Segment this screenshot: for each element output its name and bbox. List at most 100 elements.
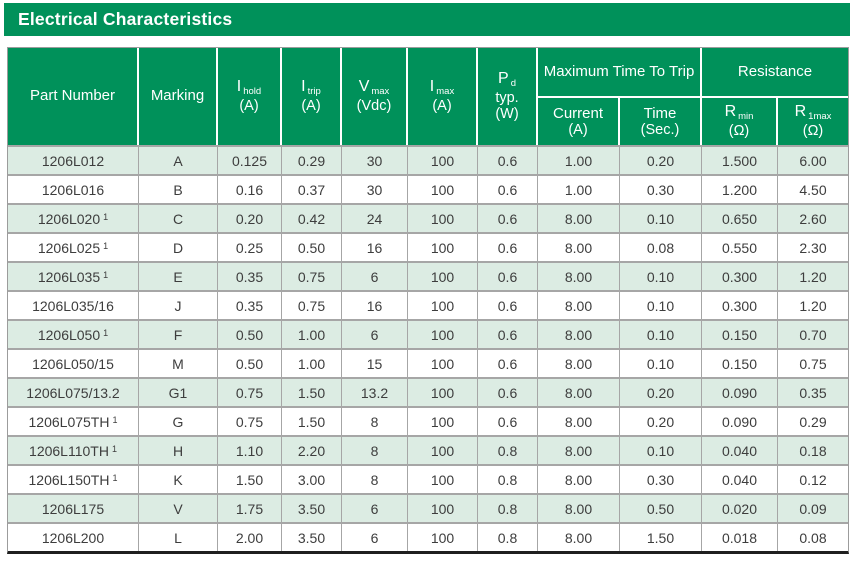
cell-marking: C — [139, 203, 218, 232]
cell-r1max: 0.35 — [778, 377, 849, 406]
cell-vmax: 30 — [342, 174, 408, 203]
cell-marking: M — [139, 348, 218, 377]
cell-imax: 100 — [408, 348, 478, 377]
cell-part: 1206L025 1 — [8, 232, 139, 261]
cell-ihold: 0.50 — [218, 348, 282, 377]
cell-current: 8.00 — [538, 493, 620, 522]
cell-current: 8.00 — [538, 232, 620, 261]
cell-ihold: 0.35 — [218, 290, 282, 319]
imax-unit: (A) — [432, 98, 452, 115]
table-row: 1206L012 A 0.125 0.29 30 100 0.6 1.00 0.20 1.500 6… — [8, 145, 849, 174]
cell-part: 1206L020 1 — [8, 203, 139, 232]
cell-vmax: 30 — [342, 145, 408, 174]
cell-marking: L — [139, 522, 218, 551]
cell-rmin: 0.300 — [702, 261, 778, 290]
table-row: 1206L025 1 D 0.25 0.50 16 100 0.6 8.00 0.08 0.550 2… — [8, 232, 849, 261]
cell-part: 1206L016 — [8, 174, 139, 203]
cell-vmax: 6 — [342, 261, 408, 290]
cell-rmin: 0.040 — [702, 435, 778, 464]
cell-rmin: 1.500 — [702, 145, 778, 174]
table-row: 1206L050/15 M 0.50 1.00 15 100 0.6 8.00 0.10 0.15… — [8, 348, 849, 377]
cell-pd: 0.6 — [478, 319, 538, 348]
cell-vmax: 8 — [342, 435, 408, 464]
cell-r1max: 2.30 — [778, 232, 849, 261]
cell-vmax: 24 — [342, 203, 408, 232]
cell-itrip: 3.00 — [282, 464, 342, 493]
cell-pd: 0.6 — [478, 232, 538, 261]
cell-imax: 100 — [408, 522, 478, 551]
cell-imax: 100 — [408, 261, 478, 290]
cell-pd: 0.6 — [478, 377, 538, 406]
table-row: 1206L075/13.2 G1 0.75 1.50 13.2 100 0.6 8.00 0.2… — [8, 377, 849, 406]
cell-marking: G — [139, 406, 218, 435]
cell-marking: F — [139, 319, 218, 348]
cell-ihold: 0.75 — [218, 406, 282, 435]
cell-current: 8.00 — [538, 290, 620, 319]
cell-vmax: 6 — [342, 493, 408, 522]
cell-part: 1206L075/13.2 — [8, 377, 139, 406]
table-row: 1206L110TH 1 H 1.10 2.20 8 100 0.8 8.00 0.10 0.040… — [8, 435, 849, 464]
cell-itrip: 3.50 — [282, 493, 342, 522]
cell-r1max: 0.09 — [778, 493, 849, 522]
cell-current: 8.00 — [538, 261, 620, 290]
cell-time: 0.10 — [620, 261, 702, 290]
cell-rmin: 0.020 — [702, 493, 778, 522]
cell-r1max: 1.20 — [778, 261, 849, 290]
cell-current: 8.00 — [538, 377, 620, 406]
cell-marking: V — [139, 493, 218, 522]
section-title-bar: Electrical Characteristics — [4, 3, 850, 36]
cell-time: 1.50 — [620, 522, 702, 551]
cell-ihold: 0.75 — [218, 377, 282, 406]
cell-time: 0.20 — [620, 377, 702, 406]
cell-current: 8.00 — [538, 464, 620, 493]
cell-part: 1206L110TH 1 — [8, 435, 139, 464]
cell-current: 8.00 — [538, 406, 620, 435]
cell-itrip: 1.00 — [282, 348, 342, 377]
pd-typ-label: typ. — [495, 89, 519, 106]
cell-vmax: 16 — [342, 290, 408, 319]
cell-imax: 100 — [408, 232, 478, 261]
cell-vmax: 13.2 — [342, 377, 408, 406]
cell-ihold: 0.35 — [218, 261, 282, 290]
cell-pd: 0.8 — [478, 464, 538, 493]
r1max-symbol: R 1max — [794, 103, 832, 123]
table-row: 1206L035/16 J 0.35 0.75 16 100 0.6 8.00 0.10 0.30… — [8, 290, 849, 319]
cell-imax: 100 — [408, 493, 478, 522]
cell-current: 8.00 — [538, 435, 620, 464]
rmin-unit: (Ω) — [728, 123, 750, 140]
cell-ihold: 2.00 — [218, 522, 282, 551]
vmax-unit: (Vdc) — [356, 98, 392, 115]
footnote-marker: 1 — [111, 443, 117, 454]
cell-part: 1206L012 — [8, 145, 139, 174]
col-group-resistance: Resistance — [702, 48, 849, 98]
cell-marking: E — [139, 261, 218, 290]
table-row: 1206L175 V 1.75 3.50 6 100 0.8 8.00 0.50 0.020 0.0… — [8, 493, 849, 522]
trip-time-unit: (Sec.) — [640, 121, 680, 138]
table-row: 1206L035 1 E 0.35 0.75 6 100 0.6 8.00 0.10 0.300 1.… — [8, 261, 849, 290]
cell-time: 0.50 — [620, 493, 702, 522]
table-row: 1206L200 L 2.00 3.50 6 100 0.8 8.00 1.50 0.018 0.0… — [8, 522, 849, 551]
cell-vmax: 16 — [342, 232, 408, 261]
cell-current: 8.00 — [538, 319, 620, 348]
col-header-trip-current: Current (A) — [538, 98, 620, 145]
cell-pd: 0.6 — [478, 145, 538, 174]
cell-time: 0.30 — [620, 174, 702, 203]
cell-ihold: 0.125 — [218, 145, 282, 174]
cell-pd: 0.8 — [478, 493, 538, 522]
cell-imax: 100 — [408, 203, 478, 232]
cell-marking: D — [139, 232, 218, 261]
cell-ihold: 1.10 — [218, 435, 282, 464]
cell-time: 0.10 — [620, 348, 702, 377]
cell-imax: 100 — [408, 145, 478, 174]
cell-pd: 0.8 — [478, 435, 538, 464]
cell-ihold: 0.16 — [218, 174, 282, 203]
